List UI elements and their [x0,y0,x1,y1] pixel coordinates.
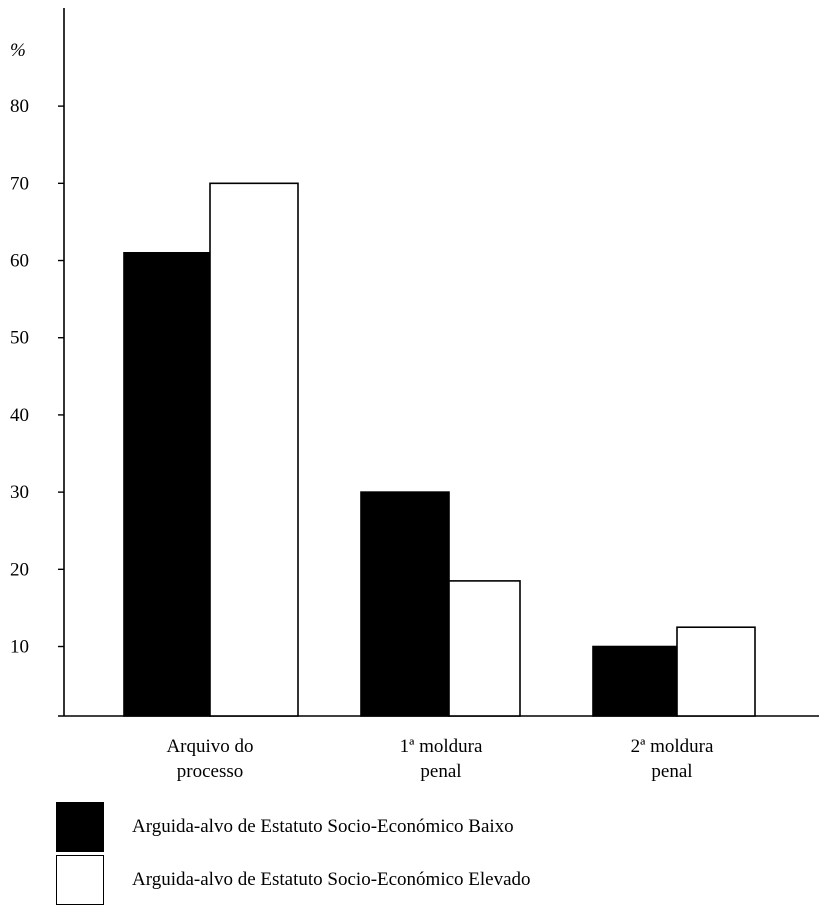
legend-label-low: Arguida-alvo de Estatuto Socio-Económico… [132,816,514,837]
x-tick-label: 2ª moldura [631,736,714,757]
bar-low-2 [592,645,678,717]
y-tick-label: 40 [10,405,29,426]
x-tick-label: 1ª moldura [400,736,483,757]
bar-chart: % 10 20 30 40 50 60 70 80 Arquivo do processo 1ª mo… [10,8,819,782]
x-tick-label: processo [177,761,243,782]
y-tick-label: 80 [10,96,29,117]
legend-swatch-low [56,802,104,852]
y-tick-label: 70 [10,173,29,194]
bar-low-0 [123,252,211,717]
y-tick-label: 30 [10,482,29,503]
y-tick-label: 60 [10,251,29,272]
y-tick-label: 20 [10,559,29,580]
y-tick-label: 10 [10,637,29,658]
legend-label-high: Arguida-alvo de Estatuto Socio-Económico… [132,869,531,890]
bar-high-0 [209,182,299,717]
bar-high-1 [448,580,521,717]
legend-item-high: Arguida-alvo de Estatuto Socio-Económico… [56,855,816,909]
legend-swatch-high [56,855,104,905]
bar-high-2 [676,626,756,717]
x-tick-label: Arquivo do [166,736,253,757]
y-tick-label: 50 [10,328,29,349]
x-tick-label: penal [651,761,692,782]
bar-low-1 [360,491,450,717]
x-tick-label: penal [420,761,461,782]
y-unit-label: % [10,40,26,61]
legend-item-low: Arguida-alvo de Estatuto Socio-Económico… [56,802,816,856]
